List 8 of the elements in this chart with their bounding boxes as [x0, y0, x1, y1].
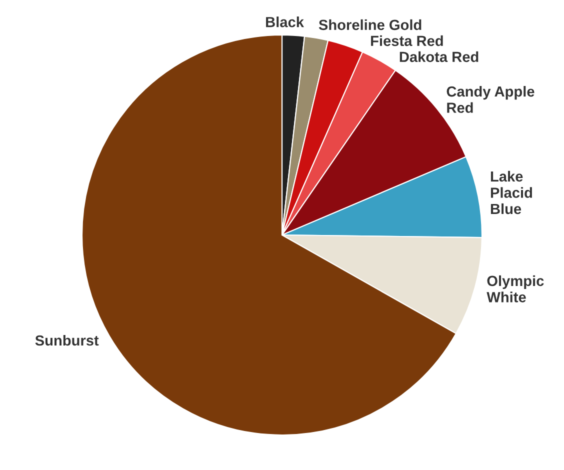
- slice-label: Lake Placid Blue: [490, 170, 532, 214]
- slice-label: Fiesta Red: [371, 35, 443, 46]
- slice-label: Olympic White: [486, 275, 544, 302]
- slice-label: Black: [266, 16, 304, 28]
- slice-label: Candy Apple Red: [446, 86, 534, 113]
- slice-label: Sunburst: [35, 334, 99, 346]
- slice-label: Dakota Red: [400, 51, 478, 62]
- slice-label: Shoreline Gold: [318, 19, 422, 30]
